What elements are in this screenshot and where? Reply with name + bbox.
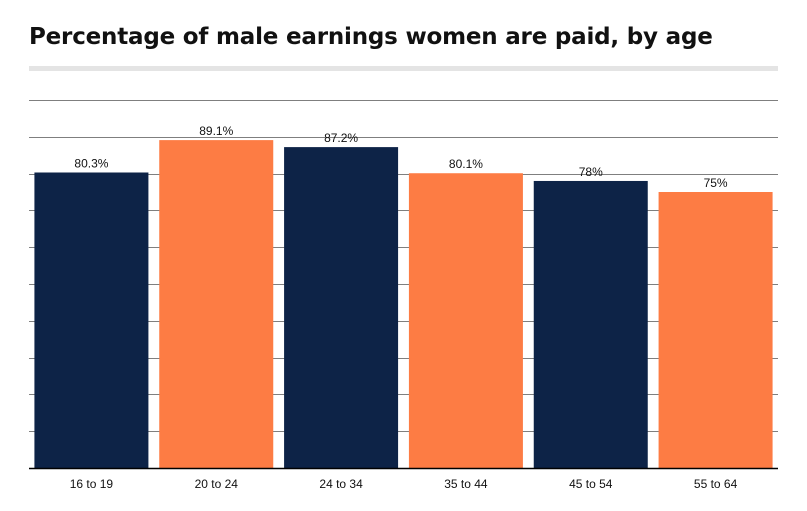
x-tick-label: 45 to 54 <box>569 477 613 491</box>
title-divider <box>29 66 778 71</box>
bar <box>533 180 648 468</box>
data-label: 89.1% <box>199 124 233 138</box>
data-label: 80.1% <box>449 157 483 171</box>
bar <box>408 173 523 468</box>
bar <box>34 172 149 468</box>
x-tick-label: 35 to 44 <box>444 477 488 491</box>
data-label: 80.3% <box>74 156 108 170</box>
x-tick-label: 20 to 24 <box>195 477 239 491</box>
chart-title: Percentage of male earnings women are pa… <box>29 24 713 50</box>
data-label: 75% <box>704 176 728 190</box>
bar <box>284 147 399 468</box>
data-label: 87.2% <box>324 131 358 145</box>
data-label: 78% <box>579 165 603 179</box>
x-tick-label: 24 to 34 <box>319 477 363 491</box>
bar <box>658 192 773 468</box>
bar <box>159 140 274 468</box>
x-tick-label: 55 to 64 <box>694 477 738 491</box>
x-tick-label: 16 to 19 <box>70 477 114 491</box>
